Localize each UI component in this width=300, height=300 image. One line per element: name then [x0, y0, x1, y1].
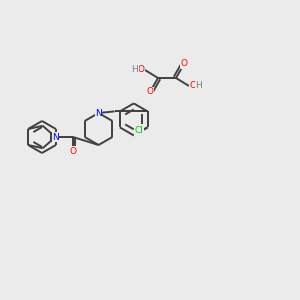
Text: N: N [95, 109, 102, 118]
Text: H: H [132, 65, 138, 74]
Text: O: O [146, 88, 154, 97]
Text: O: O [181, 59, 188, 68]
Text: O: O [137, 65, 145, 74]
Text: N: N [52, 133, 59, 142]
Text: O: O [190, 82, 196, 91]
Text: H: H [196, 82, 202, 91]
Text: O: O [69, 147, 76, 156]
Text: Cl: Cl [135, 126, 144, 135]
